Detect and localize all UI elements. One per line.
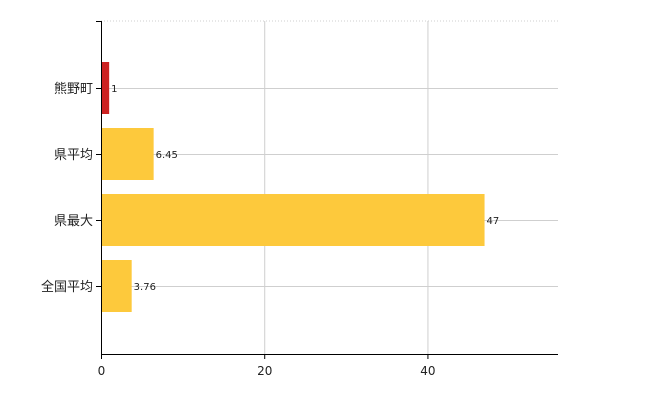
bar-1	[101, 128, 154, 180]
data-label-1: 6.45	[156, 150, 178, 161]
bars	[101, 62, 485, 312]
bar-2	[101, 194, 485, 246]
axes	[96, 21, 558, 359]
x-tick-label-0: 0	[98, 364, 106, 378]
data-label-2: 47	[487, 216, 500, 227]
x-tick-label-2: 40	[420, 364, 435, 378]
grid-lines	[101, 20, 558, 354]
data-label-3: 3.76	[134, 282, 156, 293]
category-label-2: 県最大	[54, 214, 93, 229]
category-label-3: 全国平均	[41, 279, 93, 295]
category-label-0: 熊野町	[54, 81, 93, 97]
category-label-1: 県平均	[54, 148, 93, 163]
bar-0	[101, 62, 110, 114]
bar-3	[101, 260, 132, 312]
x-tick-label-1: 20	[257, 364, 272, 378]
data-label-0: 1	[111, 84, 117, 95]
